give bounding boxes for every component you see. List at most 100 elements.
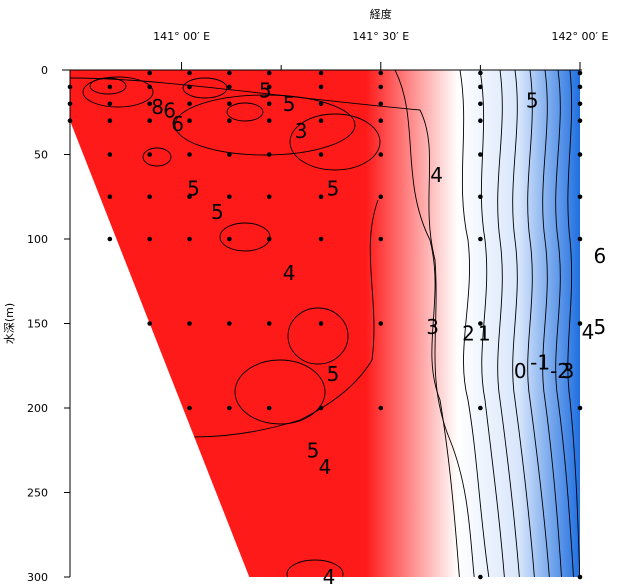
station-dot — [266, 405, 272, 411]
station-dot — [478, 236, 483, 242]
contour-label: 8 — [151, 95, 164, 119]
station-dot — [577, 118, 583, 123]
axes: 141° 00′ E 141° 30′ E 142° 00′ E 050100150… — [27, 30, 609, 584]
contour-label: 5 — [187, 176, 200, 200]
y-tick-label: 300 — [27, 571, 48, 584]
station-dot — [187, 101, 192, 107]
contour-label: 2 — [462, 322, 475, 346]
contour-label: 3 — [295, 119, 308, 143]
station-dot — [266, 84, 272, 90]
station-dot — [478, 70, 483, 76]
contour-line — [459, 70, 491, 577]
contour-ring — [289, 113, 381, 171]
contour-label: -1 — [530, 350, 550, 374]
station-dot — [187, 118, 192, 123]
station-dot — [187, 321, 192, 326]
station-dot — [227, 84, 232, 90]
station-dot — [378, 101, 384, 107]
station-dot — [147, 101, 152, 107]
contour-label: -2 — [550, 359, 570, 383]
contour-label: 6 — [163, 99, 176, 123]
contour-ring — [287, 307, 349, 365]
station-dot — [318, 84, 324, 90]
station-dot — [147, 152, 152, 157]
contour-label: 4 — [582, 320, 595, 344]
station-dot — [478, 194, 483, 200]
station-dot — [187, 84, 192, 90]
contour-label: 6 — [594, 244, 607, 268]
station-dot — [187, 405, 192, 411]
station-dot — [378, 152, 384, 157]
contour-label: 6 — [171, 112, 184, 136]
contour-line — [479, 70, 506, 577]
contour-ring — [142, 147, 172, 167]
station-dot — [227, 101, 232, 107]
station-dot — [318, 101, 324, 107]
station-dot — [378, 321, 384, 326]
y-tick-label: 250 — [27, 487, 48, 500]
contour-label: 5 — [594, 315, 607, 339]
section-fill — [70, 70, 580, 577]
station-dot — [107, 194, 113, 200]
contour-label: 3 — [426, 315, 439, 339]
station-dot — [577, 101, 583, 107]
station-dot — [318, 70, 324, 76]
station-dot — [318, 236, 324, 242]
station-dot — [478, 118, 483, 123]
station-dot — [577, 70, 583, 76]
station-dot — [577, 321, 583, 326]
station-dot — [378, 84, 384, 90]
contour-label: 5 — [307, 438, 320, 462]
y-tick-label: 100 — [27, 233, 48, 246]
y-tick-label: 150 — [27, 318, 48, 331]
contour-ring — [286, 559, 344, 577]
station-dot — [107, 101, 113, 107]
station-dot — [266, 236, 272, 242]
contour-ring — [89, 77, 127, 95]
station-dot — [577, 194, 583, 200]
station-dot — [227, 405, 232, 411]
y-tick-label: 0 — [41, 64, 48, 77]
station-dot — [187, 236, 192, 242]
station-dot — [147, 70, 152, 76]
station-dot — [478, 574, 483, 580]
station-dot — [187, 152, 192, 157]
y-ticks: 0 50 100 150 200 250 300 — [27, 64, 70, 584]
station-dot — [266, 70, 272, 76]
contour-ring — [174, 94, 356, 156]
contour-label: 3 — [562, 359, 575, 383]
contour-line — [567, 70, 580, 577]
station-dot — [577, 236, 583, 242]
contour-label: 1 — [478, 322, 491, 346]
station-dot — [227, 118, 232, 123]
station-dot — [318, 321, 324, 326]
contour-label: 4 — [430, 163, 443, 187]
station-dot — [107, 236, 113, 242]
station-dots — [67, 70, 583, 580]
station-dot — [227, 152, 232, 157]
station-dot — [147, 194, 152, 200]
contour-label: 4 — [319, 455, 332, 479]
station-dot — [318, 194, 324, 200]
x-ticks: 141° 00′ E 141° 30′ E 142° 00′ E — [153, 30, 609, 70]
station-dot — [147, 118, 152, 123]
station-dot — [478, 84, 483, 90]
station-dot — [266, 321, 272, 326]
contour-ring — [226, 102, 264, 122]
contour-line — [394, 70, 461, 577]
contour-line — [527, 70, 551, 577]
contour-label: 5 — [211, 200, 224, 224]
station-dot — [577, 574, 583, 580]
contour-lines — [70, 70, 580, 577]
contour-label: 5 — [327, 362, 340, 386]
station-dot — [378, 118, 384, 123]
y-axis-title: 水深(m) — [3, 303, 16, 344]
station-dot — [577, 84, 583, 90]
station-dot — [266, 194, 272, 200]
station-dot — [478, 405, 483, 411]
contour-label: 4 — [283, 261, 296, 285]
station-dot — [478, 152, 483, 157]
contour-label: 5 — [283, 92, 296, 116]
contour-line — [555, 70, 575, 577]
